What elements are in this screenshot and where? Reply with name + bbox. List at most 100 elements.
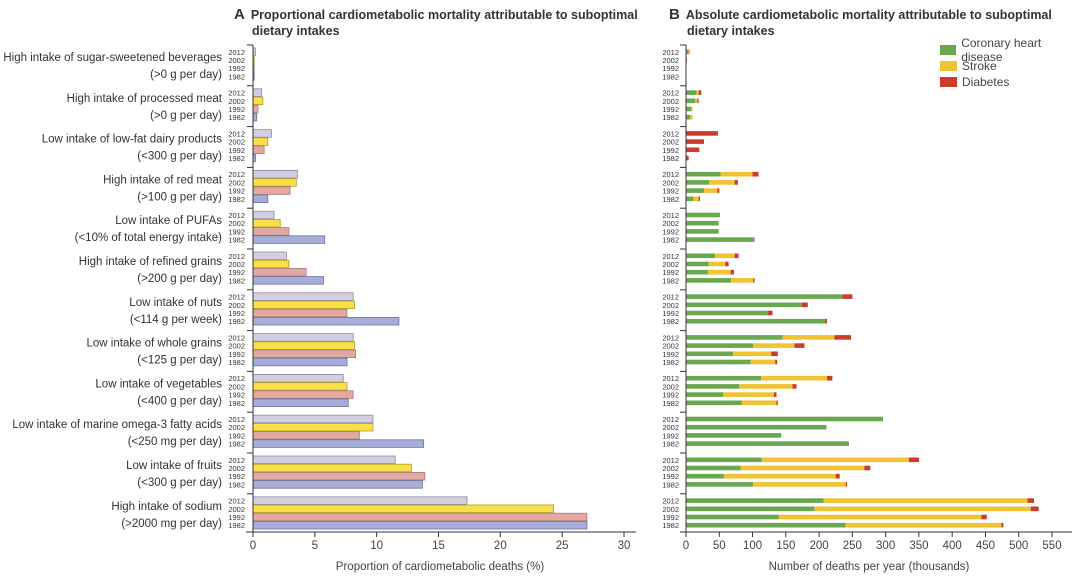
- category-label-line2: (<125 g per day): [137, 355, 222, 367]
- bar-a-1982: [252, 439, 425, 448]
- bar-a-1982: [252, 235, 326, 244]
- bar-a-1982: [252, 521, 588, 530]
- category-label-line1: High intake of red meat: [103, 174, 223, 186]
- year-label-a: 1992: [228, 309, 245, 318]
- year-label-a: 2012: [228, 211, 245, 220]
- legend-item-chd: Coronary heart disease: [940, 36, 1080, 64]
- year-label-a: 2012: [228, 252, 245, 261]
- legend-swatch-diabetes: [940, 77, 957, 87]
- year-label-a: 1982: [228, 276, 245, 285]
- legend-swatch-stroke: [940, 61, 957, 71]
- bar-a-2012: [252, 455, 396, 464]
- year-label-a: 1982: [228, 317, 245, 326]
- bar-a-1992: [252, 104, 259, 114]
- legend-label-chd: Coronary heart disease: [961, 36, 1042, 64]
- category-label-line2: (>100 g per day): [137, 191, 222, 203]
- category-label-line2: (>2000 mg per day): [121, 518, 222, 530]
- year-label-a: 1992: [228, 146, 245, 155]
- bar-a-2002: [252, 137, 269, 146]
- panel-b-title-line2: dietary intakes: [687, 24, 775, 38]
- bar-a-2012: [252, 251, 287, 260]
- bar-a-2012: [252, 333, 354, 342]
- x-tick-label-a: 30: [618, 540, 631, 552]
- bar-a-2002: [252, 259, 290, 269]
- year-label-a: 2002: [228, 505, 245, 514]
- bar-a-1992: [252, 308, 348, 318]
- x-tick-label-a: 0: [250, 540, 256, 552]
- bar-a-2012: [252, 88, 263, 97]
- bar-a-2002: [252, 218, 281, 228]
- bar-a-1982: [252, 480, 423, 489]
- bar-a-1982: [252, 113, 258, 122]
- panel-a-title: A Proportional cardiometabolic mortality …: [234, 7, 638, 39]
- category-label-line2: (>0 g per day): [150, 110, 222, 122]
- category-label-line1: Low intake of fruits: [126, 460, 222, 472]
- bar-a-2002: [252, 463, 412, 473]
- bar-a-1992: [252, 512, 588, 522]
- year-label-a: 2012: [228, 170, 245, 179]
- category-label-line1: High intake of processed meat: [67, 93, 223, 105]
- category-label-line1: Low intake of nuts: [129, 297, 222, 309]
- year-label-a: 1992: [228, 268, 245, 277]
- year-label-a: 2012: [228, 374, 245, 383]
- year-label-a: 1992: [228, 472, 245, 481]
- year-label-a: 1982: [228, 72, 245, 81]
- year-label-a: 2002: [228, 138, 245, 147]
- bar-a-2012: [252, 414, 374, 424]
- bar-a-2002: [252, 341, 355, 350]
- legend-swatch-chd: [940, 45, 957, 55]
- year-label-a: 1982: [228, 358, 245, 367]
- year-label-a: 1992: [228, 64, 245, 73]
- category-label-line1: High intake of sodium: [111, 501, 222, 513]
- year-label-a: 2002: [228, 219, 245, 228]
- year-label-a: 1982: [228, 113, 245, 122]
- bar-a-2012: [252, 169, 298, 179]
- year-label-a: 1992: [228, 513, 245, 522]
- year-label-a: 1982: [228, 480, 245, 489]
- year-label-a: 1992: [228, 105, 245, 114]
- category-label-line1: High intake of refined grains: [79, 256, 222, 268]
- year-label-a: 1992: [228, 187, 245, 196]
- x-tick-label-a: 5: [312, 540, 318, 552]
- bar-a-1982: [252, 316, 400, 326]
- bar-a-1992: [252, 471, 426, 481]
- legend-item-stroke: Stroke: [940, 58, 1080, 74]
- year-label-a: 1982: [228, 154, 245, 163]
- bar-a-2002: [252, 300, 355, 309]
- category-label-line2: (<114 g per week): [130, 314, 222, 326]
- panel-a-title-line1: Proportional cardiometabolic mortality a…: [250, 8, 638, 22]
- bar-a-1992: [252, 145, 265, 154]
- year-label-a: 2012: [228, 415, 245, 424]
- year-label-a: 1982: [228, 521, 245, 530]
- legend-label-diabetes: Diabetes: [962, 75, 1010, 89]
- year-label-a: 1992: [228, 350, 245, 359]
- category-label-line2: (<400 g per day): [137, 395, 222, 407]
- year-label-a: 1982: [228, 236, 245, 245]
- bar-a-2002: [252, 178, 297, 187]
- legend-label-stroke: Stroke: [962, 59, 997, 73]
- x-tick-label-a: 10: [370, 540, 383, 552]
- year-label-a: 1982: [228, 440, 245, 449]
- year-label-a: 1982: [228, 195, 245, 204]
- category-label-line1: Low intake of marine omega-3 fatty acids: [12, 419, 222, 431]
- bar-a-1992: [252, 390, 354, 399]
- panel-a-letter: A: [234, 6, 245, 23]
- category-label-line2: (<300 g per day): [137, 477, 222, 489]
- chart-a-category-labels: High intake of sugar-sweetened beverages…: [3, 48, 245, 530]
- year-label-a: 2012: [228, 497, 245, 506]
- bar-a-2012: [252, 129, 272, 138]
- category-label-line1: Low intake of vegetables: [95, 378, 222, 390]
- bar-a-1992: [252, 267, 307, 277]
- x-tick-label-a: 15: [432, 540, 445, 552]
- legend: Coronary heart disease Stroke Diabetes: [940, 36, 1080, 90]
- bar-a-2012: [252, 496, 468, 505]
- legend-item-diabetes: Diabetes: [940, 74, 1080, 90]
- bar-a-2012: [252, 210, 275, 220]
- category-label-line2: (<250 mg per day): [128, 436, 222, 448]
- year-label-a: 1982: [228, 399, 245, 408]
- bar-a-1992: [252, 186, 291, 195]
- bar-a-2002: [252, 382, 348, 391]
- year-label-a: 2002: [228, 423, 245, 432]
- bar-a-2002: [252, 504, 554, 513]
- category-label-line1: Low intake of low-fat dairy products: [42, 134, 223, 146]
